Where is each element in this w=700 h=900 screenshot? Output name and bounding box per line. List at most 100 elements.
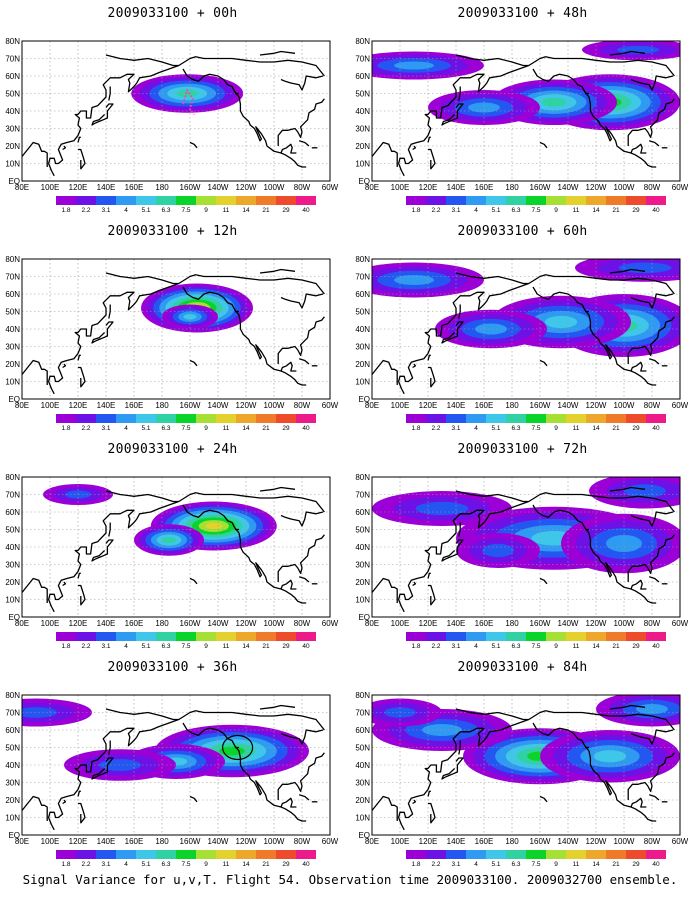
colorbar-label: 5.1 [141,425,150,432]
lon-axis: 80E 100E 120E 140E 160E 180 160W 140W 120W 100W 80… [15,183,339,192]
variance-field [372,259,680,357]
lon-tick-label: 160E [125,401,144,410]
map-frame [371,476,681,618]
lon-tick-label: 120E [69,837,88,846]
colorbar-label: 21 [262,643,270,650]
map-panel-84h: 2009033100 + 84h 80N 70N 60N 50N 40N 30N 20N 10N… [350,654,695,872]
colorbar-label: 2.2 [431,861,440,868]
lat-tick-label: 80N [355,255,370,264]
colorbar-swatch [76,414,96,423]
colorbar-swatch [256,632,276,641]
colorbar-label: 4 [474,643,478,650]
colorbar-label: 11 [223,425,230,432]
lon-tick-label: 80E [15,837,29,846]
variance-level-6 [219,746,245,756]
colorbar-swatch [646,850,666,859]
coastlines [22,50,325,177]
map-frame [21,40,331,182]
lat-tick-label: 30N [355,125,370,134]
panel-title: 2009033100 + 84h [457,660,588,675]
colorbar-swatch [606,632,626,641]
colorbar-label: 7.5 [181,207,190,214]
lat-tick-label: 50N [355,90,370,99]
colorbar-swatch [566,414,586,423]
lat-axis: 80N 70N 60N 50N 40N 30N 20N 10N EQ [5,691,20,840]
colorbar-label: 21 [612,425,620,432]
variance-level-2 [415,501,469,516]
colorbar-label: 4 [124,207,128,214]
colorbar-swatch [196,196,216,205]
colorbar-label: 29 [632,425,640,432]
lon-tick-label: 160E [475,619,494,628]
panel-title: 2009033100 + 60h [457,224,588,239]
colorbar-swatch [116,414,136,423]
lat-tick-label: 80N [5,37,20,46]
lon-tick-label: 120E [419,837,438,846]
variance-level-3 [468,102,500,113]
colorbar: 1.8 2.2 3.1 4 5.1 6.3 7.5 9 11 14 21 29 40 [406,414,666,432]
lat-tick-label: 40N [5,107,20,116]
lat-tick-label: 60N [355,508,370,517]
lon-tick-label: 140E [447,619,466,628]
lat-tick-label: 60N [5,290,20,299]
colorbar-label: 14 [592,425,600,432]
lon-tick-label: 100W [264,619,285,628]
lat-tick-label: 80N [355,473,370,482]
colorbar-swatch [176,414,196,423]
lon-tick-label: 160W [180,183,201,192]
lon-tick-label: 120W [586,401,607,410]
verification-region [222,734,254,761]
variance-level-3 [606,535,642,552]
lat-tick-label: 70N [355,709,370,718]
lon-axis: 80E 100E 120E 140E 160E 180 160W 140W 120W 100W 80… [365,401,689,410]
colorbar-swatch [156,414,176,423]
lat-tick-label: 60N [355,72,370,81]
colorbar-swatch [446,196,466,205]
colorbar-label: 4 [124,425,128,432]
colorbar-label: 29 [632,861,640,868]
colorbar-swatch [296,196,316,205]
variance-level-3 [475,323,507,335]
variance-level-2 [624,484,666,498]
lat-tick-label: 30N [355,343,370,352]
lon-tick-label: 100E [391,401,410,410]
colorbar-label: 2.2 [81,643,90,650]
colorbar-swatch [466,196,486,205]
colorbar-label: 29 [282,207,290,214]
colorbar-label: 9 [204,207,208,214]
colorbar-swatch [136,850,156,859]
variance-field [372,477,680,574]
lat-tick-label: 50N [5,526,20,535]
lat-axis: 80N 70N 60N 50N 40N 30N 20N 10N EQ [355,255,370,404]
lat-tick-label: EQ [8,177,20,186]
lat-tick-label: EQ [358,177,370,186]
colorbar-swatch [406,850,426,859]
lat-tick-label: 20N [355,796,370,805]
lat-tick-label: EQ [358,395,370,404]
colorbar-swatch [256,196,276,205]
lon-tick-label: 160W [530,401,551,410]
colorbar-label: 2.2 [431,425,440,432]
lon-tick-label: 140W [208,619,229,628]
variance-level-2 [617,45,659,54]
lon-tick-label: 180 [505,619,519,628]
panel-title: 2009033100 + 48h [457,6,588,21]
colorbar-label: 11 [223,861,230,868]
colorbar-swatch [256,850,276,859]
lon-tick-label: 60W [672,619,689,628]
lat-tick-label: 40N [5,325,20,334]
colorbar-label: 14 [242,861,250,868]
colorbar-swatch [296,850,316,859]
colorbar-swatch [506,632,526,641]
colorbar-swatch [486,414,506,423]
map-frame [371,694,681,836]
colorbar-label: 4 [124,643,128,650]
coastlines [372,704,675,831]
colorbar-swatch [156,196,176,205]
lon-axis: 80E 100E 120E 140E 160E 180 160W 140W 120W 100W 80… [15,401,339,410]
colorbar-swatch [116,632,136,641]
colorbar: 1.8 2.2 3.1 4 5.1 6.3 7.5 9 11 14 21 29 40 [406,850,666,868]
lon-tick-label: 160W [530,619,551,628]
lat-tick-label: 70N [5,273,20,282]
